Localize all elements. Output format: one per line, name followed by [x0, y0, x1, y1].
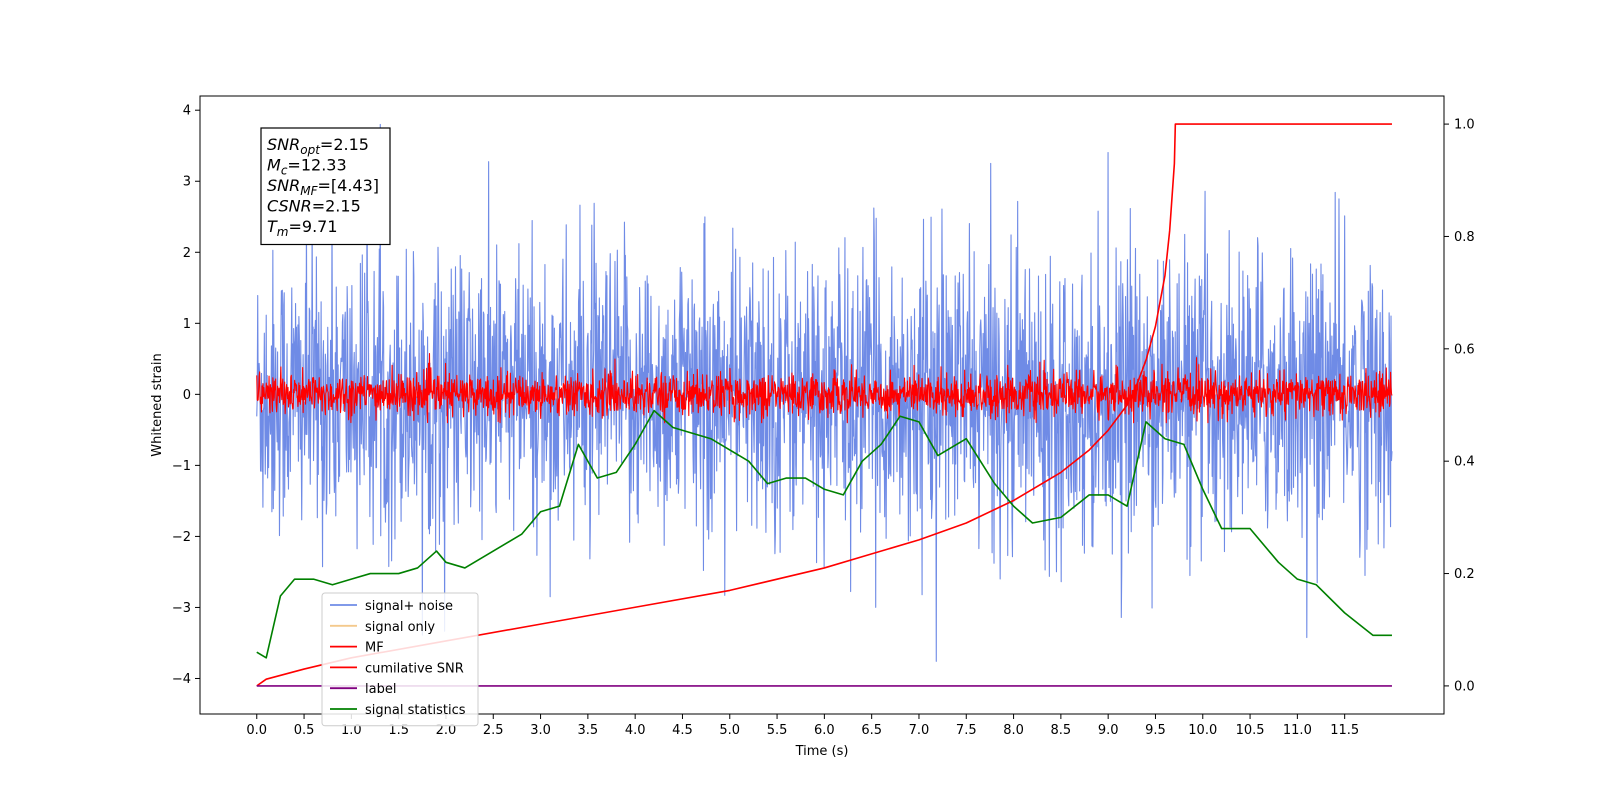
y-left-tick-label: −1 — [172, 459, 191, 474]
x-tick-label: 10.5 — [1236, 723, 1265, 738]
y-right-tick-label: 0.4 — [1454, 455, 1475, 470]
y-right-tick-label: 0.2 — [1454, 567, 1475, 582]
y-left-tick-label: 2 — [183, 246, 191, 261]
annotation-line: Tm=9.71 — [267, 217, 338, 239]
x-tick-label: 0.5 — [294, 723, 315, 738]
legend-label: signal statistics — [365, 703, 466, 718]
legend-frame — [321, 592, 479, 727]
x-tick-label: 6.0 — [814, 723, 835, 738]
x-tick-label: 5.0 — [719, 723, 740, 738]
annotation-line: SNRMF=[4.43] — [267, 176, 379, 198]
stats-annotation: SNRopt=2.15Mc=12.33SNRMF=[4.43]CSNR=2.15… — [260, 127, 391, 246]
series-line — [256, 353, 1393, 424]
x-tick-label: 7.5 — [956, 723, 977, 738]
y-right-tick-label: 0.0 — [1454, 679, 1475, 694]
x-tick-label: 1.0 — [341, 723, 362, 738]
annotation-line: CSNR=2.15 — [267, 197, 361, 216]
series-line — [256, 409, 1392, 659]
x-tick-label: 7.0 — [909, 723, 930, 738]
y-axis-right-ticks: 1.0 0.8 0.6 0.4 0.2 0.0 — [1444, 118, 1475, 694]
x-axis-ticks: 0.0 0.5 1.0 1.5 2.0 2.5 3.0 3.5 4.0 4.5 5.0 5.5 6.0 6… — [246, 714, 1359, 738]
y-right-tick-label: 0.6 — [1454, 342, 1475, 357]
annotation-line: Mc=12.33 — [267, 156, 347, 178]
x-tick-label: 6.5 — [861, 723, 882, 738]
y-left-tick-label: −3 — [172, 601, 191, 616]
x-tick-label: 10.0 — [1188, 723, 1217, 738]
x-tick-label: 9.0 — [1098, 723, 1119, 738]
y-axis-left-ticks: 4 3 2 1 0 −1 −2 −3 −4 — [172, 104, 200, 687]
x-tick-label: 3.0 — [530, 723, 551, 738]
x-tick-label: 9.5 — [1145, 723, 1166, 738]
y-left-tick-label: −2 — [172, 530, 191, 545]
x-tick-label: 3.5 — [578, 723, 599, 738]
legend-label: signal+ noise — [365, 599, 453, 614]
x-tick-label: 11.5 — [1330, 723, 1359, 738]
x-tick-label: 11.0 — [1283, 723, 1312, 738]
x-tick-label: 5.5 — [767, 723, 788, 738]
y-right-tick-label: 1.0 — [1454, 118, 1475, 133]
legend-label: cumilative SNR — [365, 661, 464, 676]
x-tick-label: 0.0 — [246, 723, 267, 738]
y-left-tick-label: −4 — [172, 672, 191, 687]
annotation-frame — [260, 127, 391, 246]
y-left-tick-label: 0 — [183, 388, 191, 403]
y-left-tick-label: 1 — [183, 317, 191, 332]
legend-label: label — [365, 682, 396, 697]
y-right-tick-label: 0.8 — [1454, 230, 1475, 245]
x-tick-label: 1.5 — [388, 723, 409, 738]
x-tick-label: 2.0 — [436, 723, 457, 738]
legend-label: MF — [365, 641, 384, 656]
x-tick-label: 4.0 — [625, 723, 646, 738]
annotation-line: SNRopt=2.15 — [267, 135, 369, 157]
x-tick-label: 2.5 — [483, 723, 504, 738]
plot-frame — [199, 95, 1445, 715]
x-tick-label: 4.5 — [672, 723, 693, 738]
x-tick-label: 8.0 — [1003, 723, 1024, 738]
y-left-tick-label: 4 — [183, 104, 191, 119]
series-line — [256, 123, 1393, 662]
y-left-tick-label: 3 — [183, 175, 191, 190]
legend-label: signal only — [365, 620, 435, 635]
x-tick-label: 8.5 — [1051, 723, 1072, 738]
legend: signal+ noise signal only MF cumilative SNR… — [321, 592, 479, 727]
y-axis-label: Whitened strain — [150, 353, 165, 456]
x-axis-label: Time (s) — [795, 744, 849, 759]
